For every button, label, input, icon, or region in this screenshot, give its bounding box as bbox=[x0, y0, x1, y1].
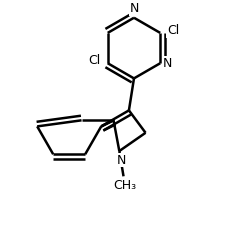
Text: Cl: Cl bbox=[167, 24, 179, 37]
Text: N: N bbox=[116, 154, 126, 166]
Text: N: N bbox=[129, 2, 139, 15]
Text: N: N bbox=[163, 57, 172, 70]
Text: CH₃: CH₃ bbox=[114, 179, 137, 192]
Text: Cl: Cl bbox=[89, 54, 101, 67]
